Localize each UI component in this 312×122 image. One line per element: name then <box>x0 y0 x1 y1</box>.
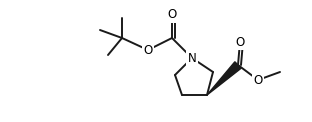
Text: O: O <box>235 36 245 49</box>
Text: N: N <box>188 51 196 65</box>
Polygon shape <box>207 62 241 95</box>
Text: O: O <box>144 44 153 56</box>
Text: O: O <box>167 9 177 21</box>
Text: O: O <box>253 73 263 86</box>
